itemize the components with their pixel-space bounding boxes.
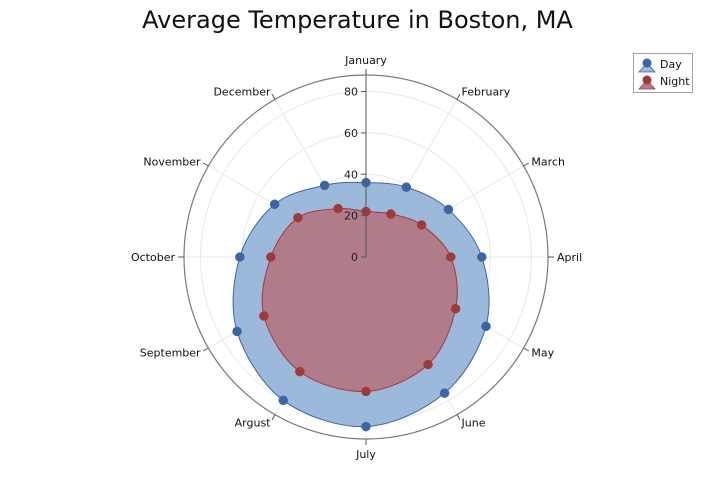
point-night-argust	[295, 366, 305, 377]
point-night-july	[361, 386, 371, 397]
point-night-september	[259, 311, 269, 321]
point-day-september	[232, 326, 242, 337]
chart-title: Average Temperature in Boston, MA	[142, 6, 573, 34]
radial-tick-label-80: 80	[344, 86, 358, 99]
series-layer	[232, 177, 491, 432]
radial-tick-label-0: 0	[351, 251, 358, 264]
category-tick-march	[523, 162, 530, 167]
point-night-april	[446, 252, 456, 262]
legend: Day Night	[633, 53, 693, 93]
point-day-july	[361, 421, 371, 432]
point-night-october	[266, 252, 276, 262]
category-label-january: January	[344, 54, 387, 67]
legend-swatch-night	[638, 75, 656, 90]
axis-layer: 0 20 40 60 80	[178, 69, 554, 445]
point-day-june	[439, 388, 450, 398]
legend-swatch-day	[638, 58, 656, 73]
category-tick-may	[523, 347, 530, 352]
category-tick-september	[202, 347, 209, 352]
point-night-november	[293, 212, 303, 223]
point-night-march	[416, 220, 427, 230]
point-night-june	[423, 359, 433, 370]
radial-tick-label-40: 40	[344, 168, 358, 181]
point-day-argust	[278, 395, 289, 406]
category-tick-december	[271, 93, 276, 100]
point-day-may	[481, 321, 491, 332]
legend-item-day[interactable]: Day	[638, 57, 690, 73]
point-day-february	[401, 182, 412, 192]
category-tick-june	[456, 414, 461, 421]
legend-label-night: Night	[660, 75, 690, 88]
category-label-october: October	[131, 251, 175, 264]
point-day-april	[477, 252, 487, 262]
category-label-september: September	[140, 347, 201, 360]
category-label-july: July	[355, 448, 376, 461]
category-label-may: May	[531, 347, 554, 360]
point-day-december	[319, 180, 330, 191]
point-night-february	[386, 209, 396, 219]
legend-label-day: Day	[660, 58, 682, 71]
category-tick-november	[202, 162, 209, 167]
category-label-december: December	[213, 86, 271, 99]
category-label-february: February	[462, 86, 511, 99]
category-label-argust: Argust	[235, 416, 272, 429]
point-day-march	[443, 204, 454, 215]
radial-tick-label-60: 60	[344, 127, 358, 140]
point-day-october	[235, 252, 245, 262]
category-label-april: April	[557, 251, 582, 264]
radial-tick-label-20: 20	[344, 210, 358, 223]
point-night-may	[450, 303, 461, 314]
legend-item-night[interactable]: Night	[638, 74, 690, 90]
category-label-march: March	[531, 156, 565, 169]
point-night-december	[333, 203, 343, 214]
category-label-november: November	[143, 156, 201, 169]
category-label-june: June	[461, 416, 486, 429]
category-tick-february	[456, 93, 461, 100]
category-tick-argust	[271, 414, 276, 421]
label-layer: January February March April May June July Argu…	[131, 54, 582, 461]
point-day-november	[269, 199, 280, 210]
